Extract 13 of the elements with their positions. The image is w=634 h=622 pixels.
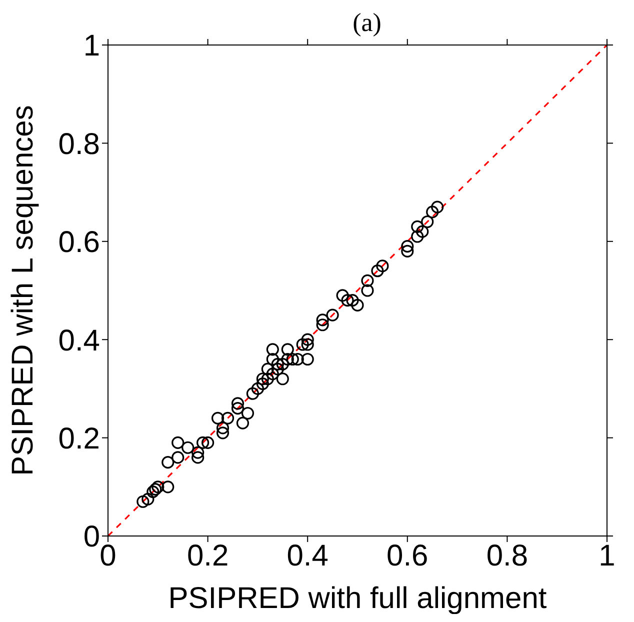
y-tick-label: 0.2: [58, 422, 100, 456]
y-tick-label: 0.6: [58, 226, 100, 260]
y-tick-label: 0.8: [58, 128, 100, 161]
y-axis-title: PSIPRED with L sequences: [6, 105, 40, 476]
y-tick-label: 1: [83, 30, 100, 63]
chart-title: (a): [352, 8, 382, 38]
x-tick-label: 0.4: [286, 539, 328, 572]
y-tick-label: 0.4: [58, 324, 100, 358]
x-tick-label: 0.2: [186, 539, 229, 572]
x-tick-label: 1: [598, 539, 616, 572]
x-axis-title: PSIPRED with full alignment: [168, 582, 548, 615]
x-tick-label: 0.8: [486, 539, 528, 572]
x-tick-label: 0.6: [386, 539, 428, 572]
